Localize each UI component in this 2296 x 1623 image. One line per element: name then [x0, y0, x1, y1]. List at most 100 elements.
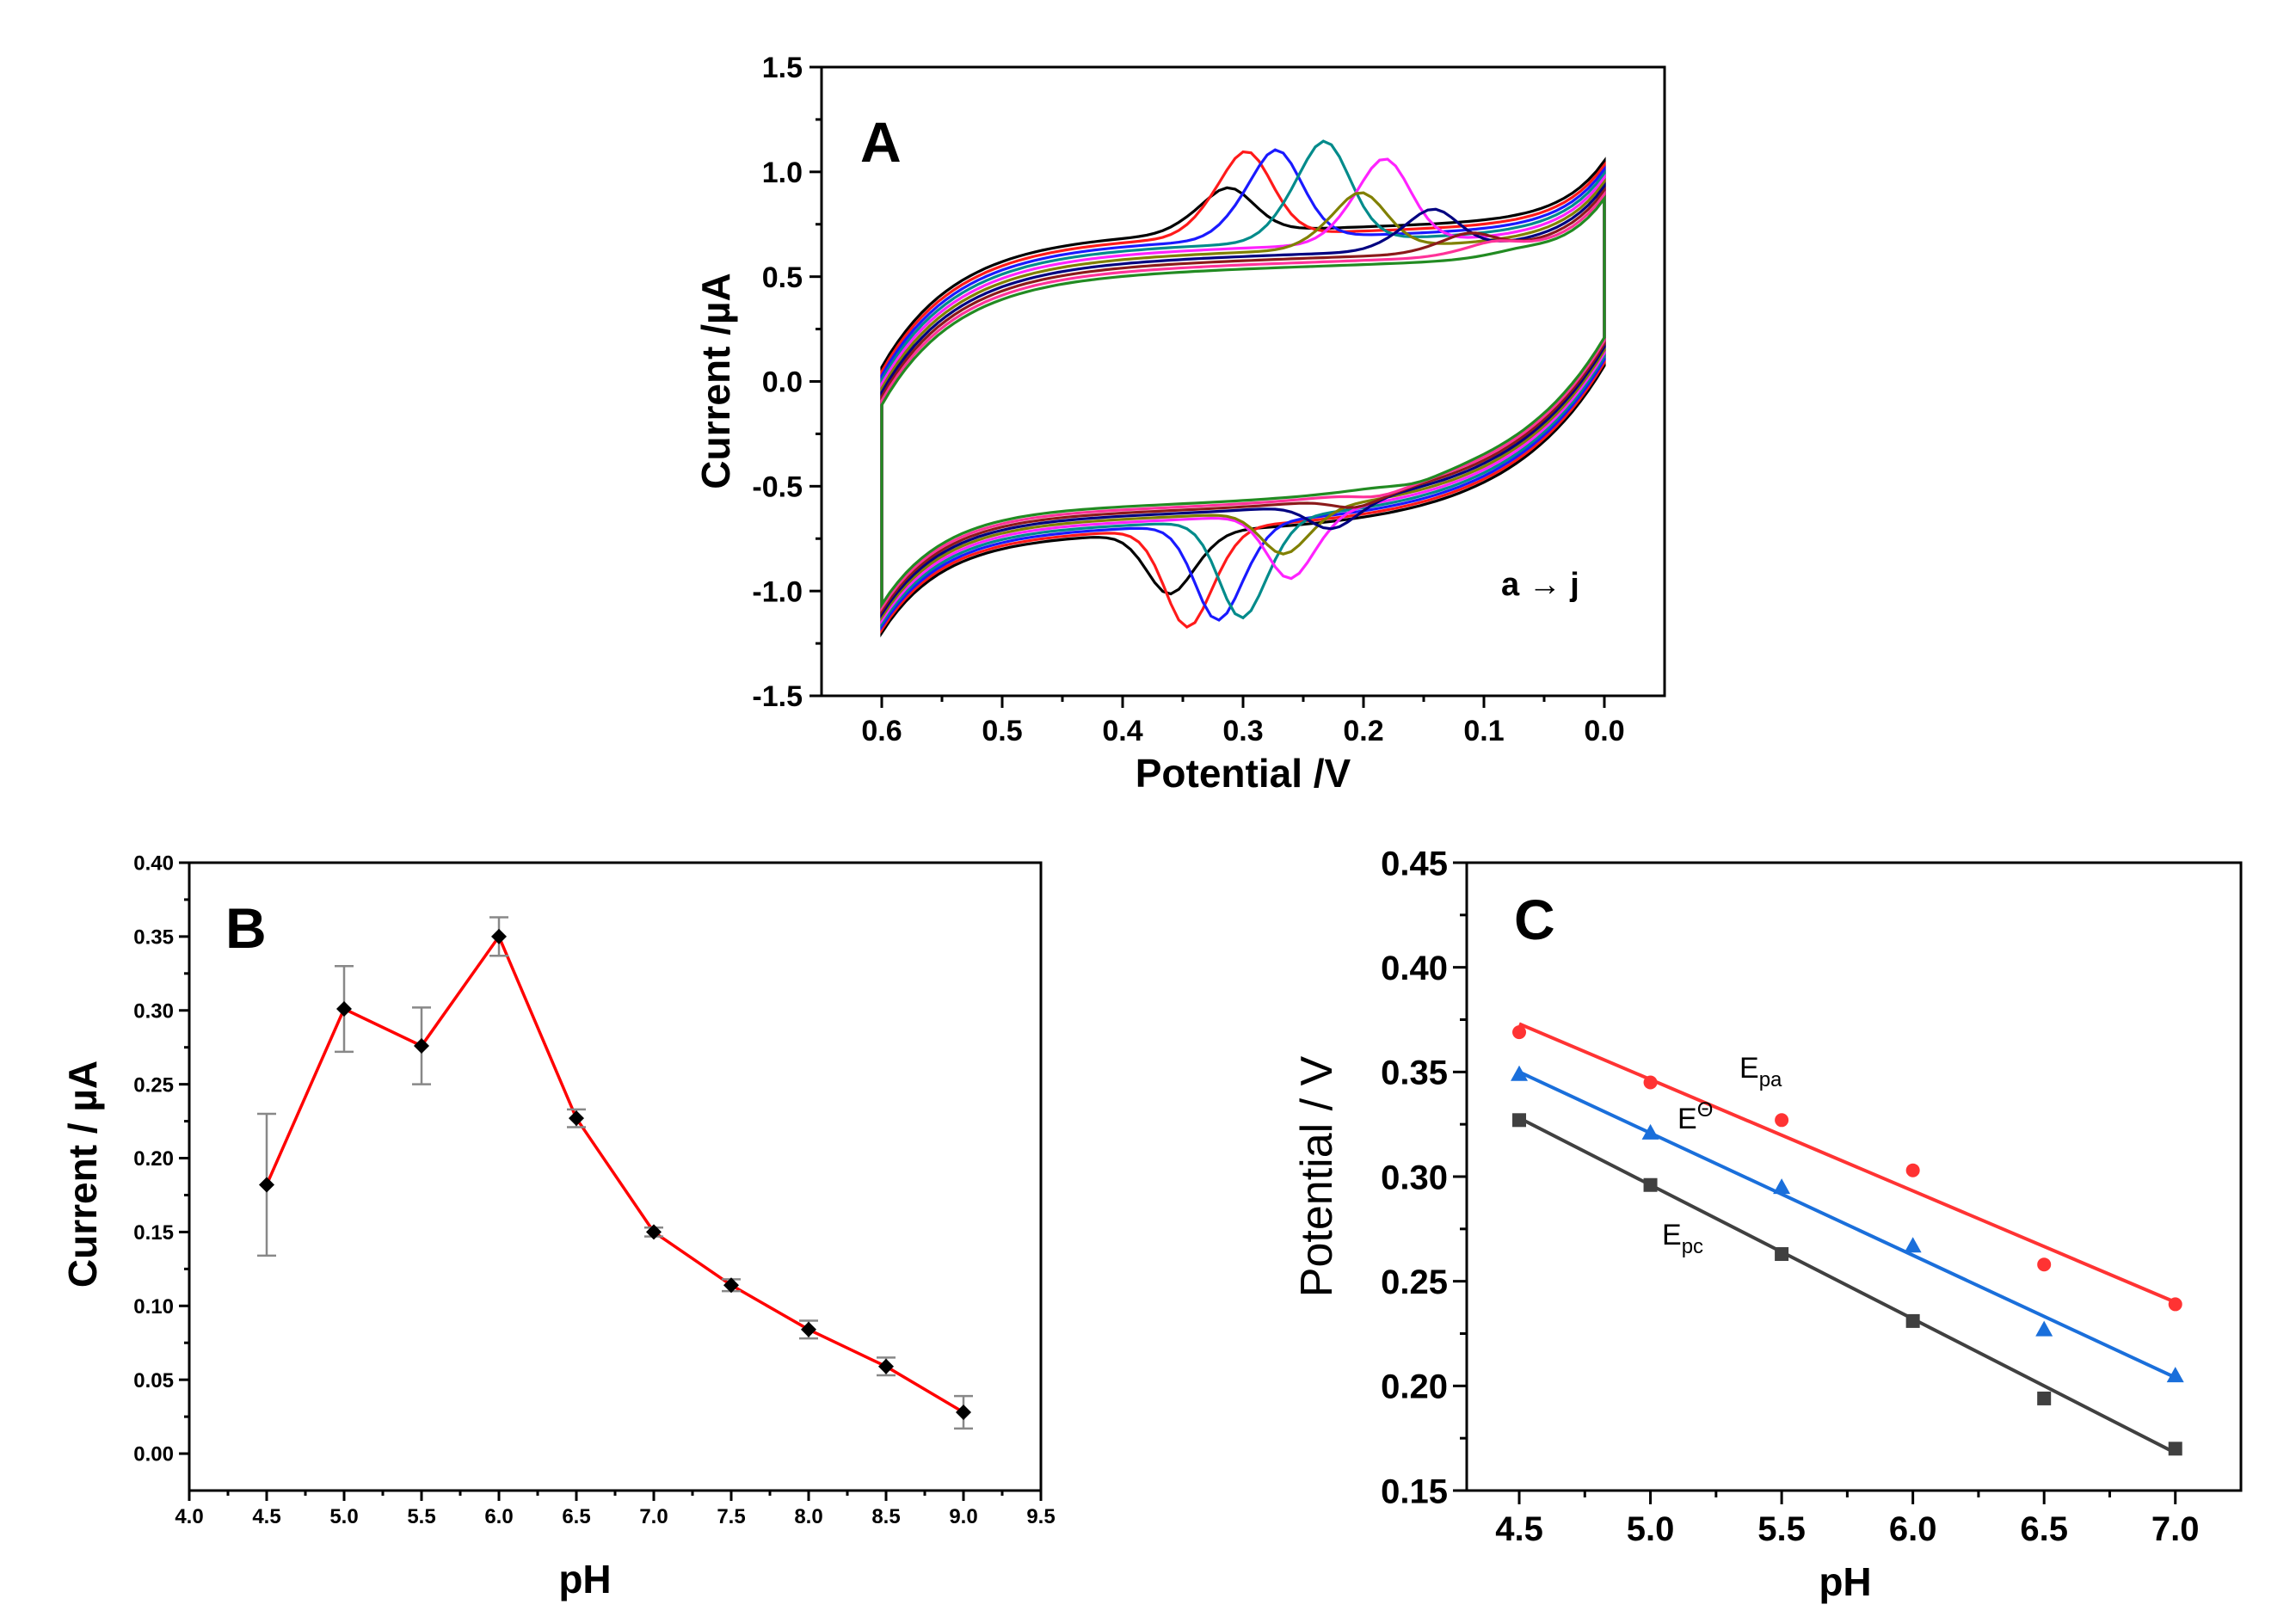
panel-a: A 0.6 0.5 0.4 0.3 0.2 0.1 0.0 -1.5 -1.0 -0.5 0.0 0.…	[693, 52, 1666, 796]
panel-c: C 4.5 5.0 5.5 6.0 6.5 7.0 0.15 0.20 0.25 0.30 0.35…	[1292, 845, 2243, 1604]
panel-a-y-tick-label: -1.5	[752, 680, 803, 713]
panel-b-x-tick-label: 8.0	[794, 1505, 822, 1528]
point-Epa	[2168, 1297, 2182, 1312]
panel-c-x-tick-label: 5.5	[1757, 1510, 1806, 1548]
point-EΘ	[2166, 1367, 2184, 1383]
point-Epc	[2037, 1391, 2052, 1405]
panel-a-y-tick-label: 1.5	[762, 52, 803, 84]
panel-a-annotation: a → j	[1501, 567, 1579, 603]
panel-b-y-tick-label: 0.00	[133, 1443, 174, 1466]
point-Epa	[1512, 1025, 1527, 1040]
panel-b-point	[336, 1001, 352, 1017]
panel-c-y-tick-label: 0.30	[1381, 1159, 1448, 1196]
panel-a-y-tick-label: -1.0	[752, 575, 803, 608]
panel-c-y-tick-label: 0.40	[1381, 950, 1448, 987]
panel-c-x-tick-label: 7.0	[2151, 1510, 2200, 1548]
panel-b-y-tick-label: 0.35	[133, 926, 174, 950]
label-epc: Epc	[1662, 1219, 1703, 1258]
point-Epc	[1905, 1313, 1920, 1328]
cv-curve-h	[880, 186, 1606, 616]
panel-c-y-axis-title: Potential / V	[1292, 1055, 1342, 1297]
cv-curve-c	[880, 148, 1606, 631]
point-Epa	[1775, 1113, 1789, 1128]
panel-a-y-tick-label: 0.0	[762, 366, 803, 399]
panel-b-point	[801, 1321, 816, 1337]
panel-b-line	[265, 933, 964, 1414]
panel-b-x-tick-label: 5.5	[407, 1505, 435, 1528]
panel-b-y-tick-label: 0.25	[133, 1073, 174, 1097]
point-EΘ	[1904, 1237, 1922, 1253]
cv-curve-a	[880, 157, 1606, 638]
panel-b: B 4.0 4.5 5.0 5.5 6.0 6.5 7.0 7.5 8.0 8.5 9.0 9.5 0.…	[60, 852, 1056, 1601]
panel-b-x-tick-label: 4.5	[252, 1505, 280, 1528]
panel-c-letter: C	[1514, 888, 1555, 951]
fit-line-EΘ	[1518, 1070, 2176, 1380]
panel-a-y-tick-label: -0.5	[752, 471, 803, 504]
panel-b-y-tick-label: 0.20	[133, 1147, 174, 1171]
cv-curve-j	[880, 194, 1606, 610]
cv-curve-i	[880, 190, 1606, 612]
cv-curve-b	[880, 150, 1606, 635]
panel-b-x-tick-label: 8.5	[871, 1505, 900, 1528]
panel-c-x-tick-label: 6.5	[2020, 1510, 2068, 1548]
point-Epa	[1905, 1163, 1920, 1177]
panel-b-x-tick-label: 6.0	[484, 1505, 513, 1528]
panel-b-point	[878, 1358, 894, 1374]
panel-c-y-tick-label: 0.20	[1381, 1368, 1448, 1406]
panel-b-x-tick-label: 4.0	[175, 1505, 203, 1528]
panel-c-frame	[1465, 861, 2243, 1492]
panel-c-y-tick-label: 0.15	[1381, 1472, 1448, 1510]
panel-b-y-tick-label: 0.05	[133, 1369, 174, 1392]
panel-b-x-tick-label: 9.0	[949, 1505, 977, 1528]
panel-a-x-tick-label: 0.1	[1463, 715, 1504, 747]
point-Epa	[2037, 1257, 2052, 1272]
panel-b-point	[723, 1277, 739, 1294]
panel-c-y-tick-label: 0.25	[1381, 1263, 1448, 1301]
panel-a-x-tick-label: 0.6	[861, 715, 902, 747]
panel-c-y-tick-label: 0.35	[1381, 1054, 1448, 1092]
panel-b-x-axis-title: pH	[558, 1557, 611, 1601]
cv-curve-d	[880, 139, 1606, 629]
panel-a-letter: A	[860, 110, 902, 174]
panel-b-point	[646, 1224, 662, 1240]
cv-curve-e	[880, 157, 1606, 625]
panel-c-x-tick-label: 5.0	[1627, 1510, 1675, 1548]
panel-a-y-tick-label: 1.0	[762, 157, 803, 189]
point-Epc	[1512, 1113, 1527, 1128]
panel-b-point	[491, 928, 507, 944]
point-EΘ	[1641, 1123, 1659, 1140]
point-Epc	[1643, 1177, 1658, 1192]
panel-a-x-tick-label: 0.4	[1102, 715, 1142, 747]
panel-b-point	[569, 1110, 584, 1127]
panel-b-point	[414, 1037, 429, 1054]
panel-b-x-tick-label: 7.0	[639, 1505, 668, 1528]
point-Epa	[1643, 1075, 1658, 1090]
panel-c-x-tick-label: 4.5	[1495, 1510, 1543, 1548]
fit-line-Epc	[1518, 1116, 2176, 1454]
cv-curve-f	[880, 177, 1606, 622]
panel-a-x-tick-label: 0.5	[982, 715, 1022, 747]
panel-b-x-tick-label: 5.0	[329, 1505, 358, 1528]
point-EΘ	[2035, 1320, 2053, 1337]
panel-b-y-axis-title: Current / µA	[60, 1060, 105, 1288]
panel-c-x-axis-title: pH	[1819, 1559, 1871, 1604]
panel-c-x-tick-label: 6.0	[1889, 1510, 1937, 1548]
panel-a-y-axis-title: Current /µA	[693, 273, 738, 489]
panel-a-x-tick-label: 0.0	[1584, 715, 1624, 747]
point-EΘ	[1511, 1065, 1529, 1081]
panel-c-y-tick-label: 0.45	[1381, 845, 1448, 882]
panel-b-point	[956, 1404, 971, 1420]
panel-a-x-tick-label: 0.2	[1343, 715, 1383, 747]
label-epa: Epa	[1739, 1052, 1782, 1091]
panel-b-y-tick-label: 0.40	[133, 852, 174, 876]
panel-b-y-tick-label: 0.30	[133, 999, 174, 1023]
panel-a-x-axis-title: Potential /V	[1136, 751, 1351, 796]
panel-a-x-tick-label: 0.3	[1222, 715, 1263, 747]
point-EΘ	[1773, 1178, 1791, 1195]
panel-a-y-tick-label: 0.5	[762, 261, 803, 294]
fit-line-Epa	[1518, 1022, 2176, 1304]
point-Epc	[1775, 1247, 1789, 1262]
point-Epc	[2168, 1442, 2182, 1456]
panel-b-point	[259, 1177, 274, 1193]
